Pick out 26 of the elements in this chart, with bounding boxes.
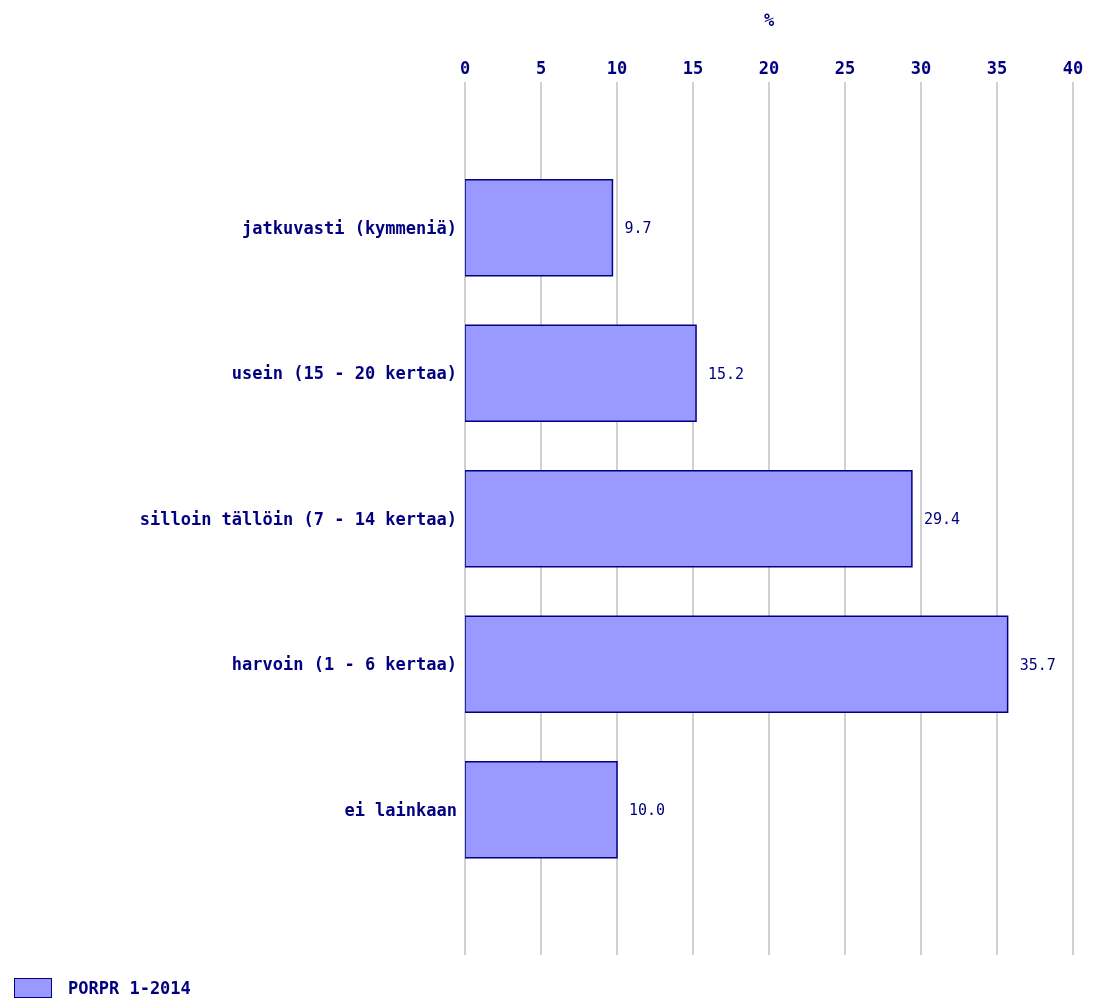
y-tick-label: harvoin (1 - 6 kertaa) <box>231 654 457 675</box>
x-axis-title: % <box>762 10 776 30</box>
x-tick-label: 15 <box>682 58 704 78</box>
data-label: 35.7 <box>1019 655 1056 674</box>
bar <box>465 324 697 422</box>
data-label: 29.4 <box>923 510 961 529</box>
y-tick-label: ei lainkaan <box>344 799 457 820</box>
bar <box>465 761 618 859</box>
x-tick-label: 40 <box>1062 58 1084 78</box>
bar <box>465 179 614 277</box>
x-tick-label: 35 <box>986 58 1008 78</box>
legend-label: PORPR 1-2014 <box>68 978 191 998</box>
data-label: 15.2 <box>708 364 745 383</box>
x-tick-label: 20 <box>758 58 780 78</box>
x-tick-label: 30 <box>910 58 932 78</box>
bar <box>465 470 913 568</box>
x-tick-label: 10 <box>606 58 628 78</box>
x-tick-label: 0 <box>459 58 471 78</box>
data-label: 9.7 <box>624 219 652 238</box>
y-tick-label: jatkuvasti (kymmeniä) <box>242 217 457 238</box>
y-tick-label: silloin tällöin (7 - 14 kertaa) <box>139 508 457 529</box>
data-label: 10.0 <box>629 801 666 820</box>
x-tick-label: 25 <box>834 58 856 78</box>
bar <box>465 615 1009 713</box>
y-tick-label: usein (15 - 20 kertaa) <box>231 363 457 384</box>
x-tick-label: 5 <box>535 58 547 78</box>
